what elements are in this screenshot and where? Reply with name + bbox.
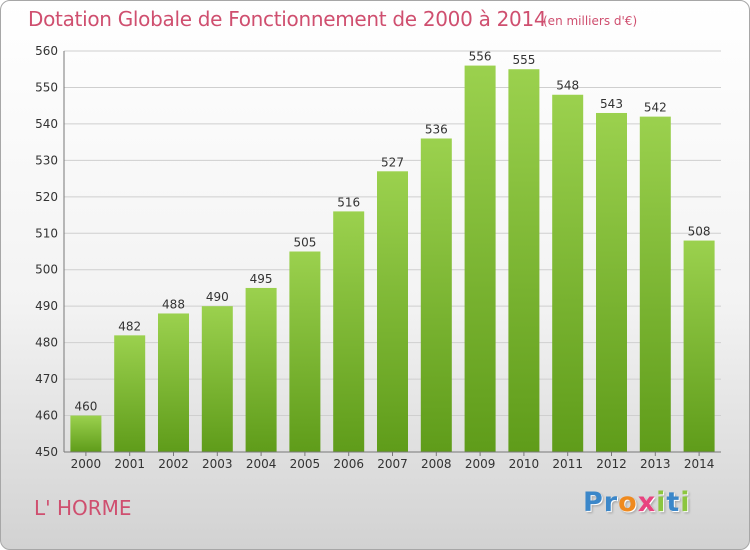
- axis-layer: 450 460 470 480 490 500 510 520 530 540 550 560 460 2…: [35, 44, 721, 471]
- proxiti-logo: Proxiti: [583, 487, 691, 518]
- bar-value-label: 527: [381, 155, 404, 169]
- bar-value-label: 505: [293, 236, 316, 250]
- x-tick-label: 2009: [465, 457, 496, 471]
- logo-letter: P: [583, 487, 604, 518]
- x-tick-label: 2008: [421, 457, 452, 471]
- bar: [420, 138, 452, 452]
- y-tick-label: 520: [35, 190, 58, 204]
- bar-layer: [70, 65, 715, 453]
- x-tick-label: 2005: [290, 457, 321, 471]
- x-tick-label: 2000: [71, 457, 102, 471]
- bar: [245, 287, 277, 452]
- logo-letter: x: [637, 487, 657, 518]
- y-tick-label: 560: [35, 44, 58, 58]
- x-tick-label: 2001: [114, 457, 145, 471]
- bar: [552, 94, 584, 452]
- chart-title: Dotation Globale de Fonctionnement de 20…: [28, 7, 547, 31]
- y-tick-label: 490: [35, 299, 58, 313]
- bar: [333, 211, 365, 452]
- bar: [683, 240, 715, 452]
- bar-value-label: 542: [644, 101, 667, 115]
- bar: [508, 69, 540, 453]
- chart-subtitle: (en milliers d'€): [543, 14, 638, 28]
- y-tick-label: 470: [35, 372, 58, 386]
- x-tick-label: 2014: [684, 457, 715, 471]
- logo-letter: i: [656, 487, 667, 518]
- x-tick-label: 2013: [640, 457, 671, 471]
- logo-letter: o: [618, 487, 638, 518]
- bar-value-label: 508: [688, 225, 711, 239]
- x-tick-label: 2011: [552, 457, 583, 471]
- x-tick-label: 2006: [333, 457, 364, 471]
- y-tick-label: 540: [35, 117, 58, 131]
- y-tick-label: 550: [35, 80, 58, 94]
- bar: [289, 251, 321, 452]
- x-tick-label: 2007: [377, 457, 408, 471]
- bar-value-label: 460: [74, 400, 97, 414]
- bar-value-label: 482: [118, 319, 141, 333]
- x-tick-label: 2003: [202, 457, 233, 471]
- logo-letter: t: [666, 487, 681, 518]
- bar-value-label: 555: [512, 53, 535, 67]
- bar-value-label: 536: [425, 122, 448, 136]
- commune-name: L' HORME: [34, 496, 132, 520]
- x-tick-label: 2002: [158, 457, 189, 471]
- y-tick-label: 450: [35, 445, 58, 459]
- x-tick-label: 2012: [596, 457, 627, 471]
- y-tick-label: 480: [35, 336, 58, 350]
- y-tick-label: 460: [35, 409, 58, 423]
- bar-value-label: 488: [162, 297, 185, 311]
- bar-value-label: 516: [337, 195, 360, 209]
- logo-letter: i: [680, 487, 691, 518]
- bar-value-label: 548: [556, 79, 579, 93]
- bar-value-label: 543: [600, 97, 623, 111]
- bar-value-label: 490: [206, 290, 229, 304]
- bar-value-label: 495: [250, 272, 273, 286]
- bar: [201, 306, 233, 452]
- y-tick-label: 510: [35, 226, 58, 240]
- bar: [464, 65, 496, 452]
- x-tick-label: 2010: [509, 457, 540, 471]
- y-tick-label: 530: [35, 153, 58, 167]
- bar: [158, 313, 189, 452]
- bar: [596, 112, 627, 453]
- y-tick-label: 500: [35, 263, 58, 277]
- bar: [114, 335, 146, 452]
- logo-letter: r: [603, 487, 619, 518]
- bar: [377, 171, 408, 453]
- bar: [70, 415, 102, 452]
- bar: [639, 116, 671, 453]
- bar-value-label: 556: [469, 50, 492, 64]
- x-tick-label: 2004: [246, 457, 277, 471]
